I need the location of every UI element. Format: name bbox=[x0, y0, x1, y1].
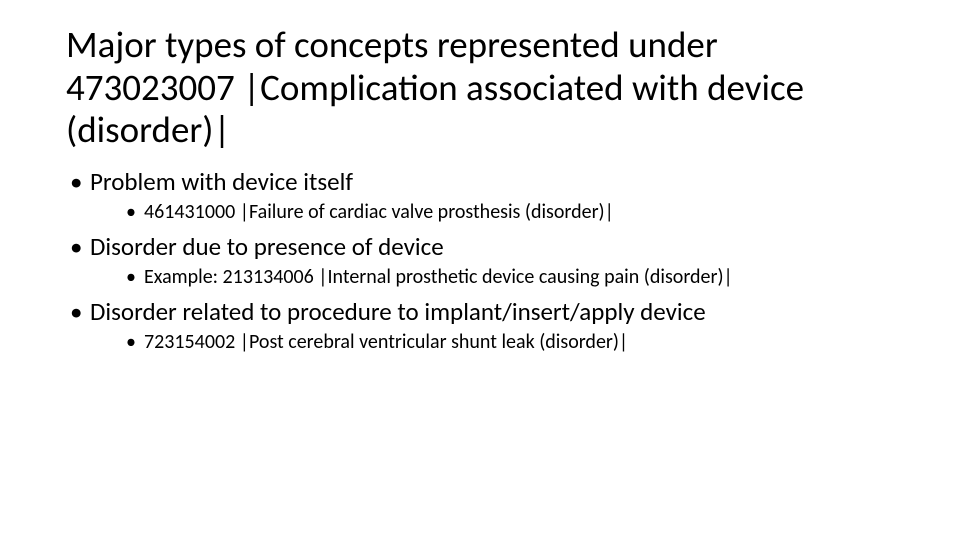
bullet-text: Example: 213134006 |Internal prosthetic … bbox=[144, 265, 733, 289]
list-item: Problem with device itself 461431000 |Fa… bbox=[66, 166, 894, 225]
sub-bullet-list: Example: 213134006 |Internal prosthetic … bbox=[90, 264, 894, 290]
slide: Major types of concepts represented unde… bbox=[0, 0, 960, 540]
list-item: 723154002 |Post cerebral ventricular shu… bbox=[90, 329, 894, 355]
list-item: Disorder related to procedure to implant… bbox=[66, 296, 894, 355]
list-item: Disorder due to presence of device Examp… bbox=[66, 231, 894, 290]
bullet-text: Disorder related to procedure to implant… bbox=[90, 296, 706, 327]
bullet-list: Problem with device itself 461431000 |Fa… bbox=[66, 166, 894, 356]
bullet-text: 723154002 |Post cerebral ventricular shu… bbox=[144, 330, 628, 354]
bullet-text: Disorder due to presence of device bbox=[90, 231, 444, 262]
sub-bullet-list: 723154002 |Post cerebral ventricular shu… bbox=[90, 329, 894, 355]
list-item: 461431000 |Failure of cardiac valve pros… bbox=[90, 199, 894, 225]
bullet-text: 461431000 |Failure of cardiac valve pros… bbox=[144, 200, 614, 224]
sub-bullet-list: 461431000 |Failure of cardiac valve pros… bbox=[90, 199, 894, 225]
slide-title: Major types of concepts represented unde… bbox=[66, 24, 894, 152]
bullet-text: Problem with device itself bbox=[90, 166, 353, 197]
list-item: Example: 213134006 |Internal prosthetic … bbox=[90, 264, 894, 290]
